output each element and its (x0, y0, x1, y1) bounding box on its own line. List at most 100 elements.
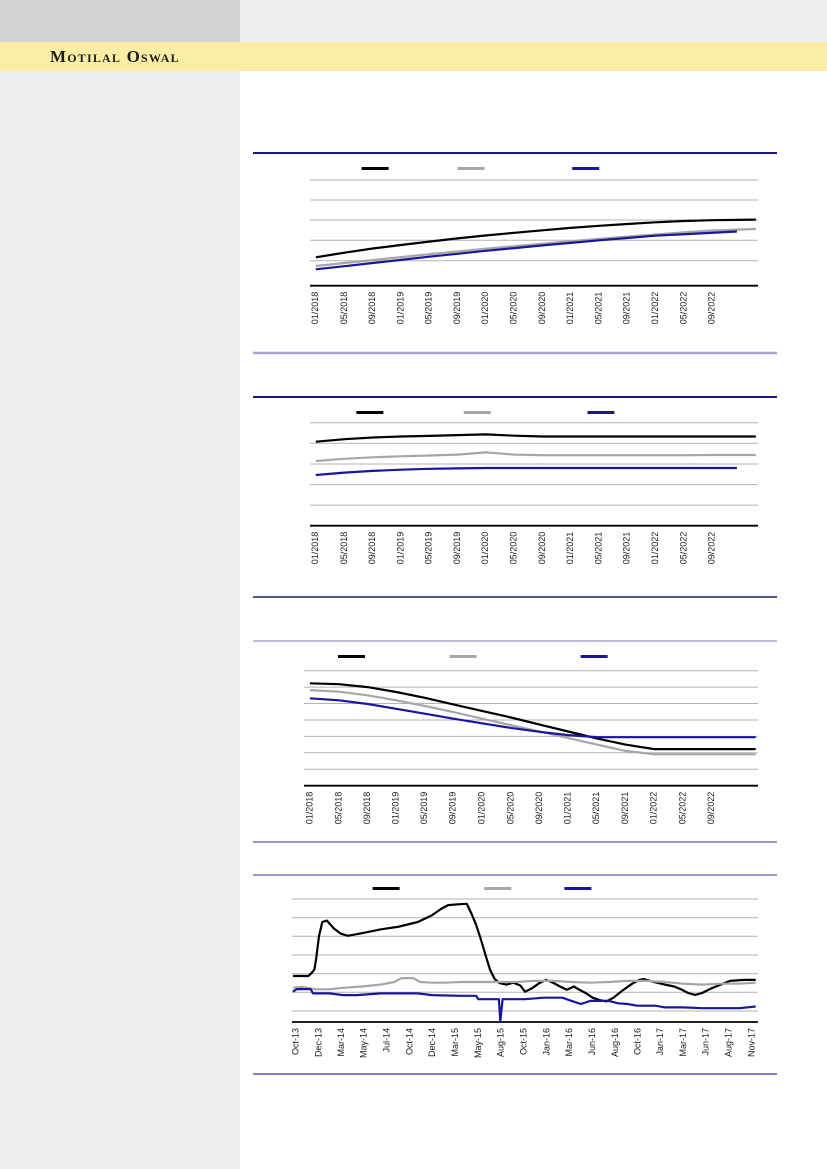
x-axis-label: 05/2021 (593, 532, 603, 565)
x-axis-label: 01/2019 (395, 532, 405, 565)
x-axis-label: 01/2018 (310, 292, 320, 325)
series-gray-line (309, 689, 756, 756)
series-black-line (292, 902, 756, 1003)
x-axis-label: 01/2021 (563, 792, 573, 825)
chart-4: Oct-13 Dec-13 Mar-14 May-14 Jul-14 Oct-14 Dec-… (250, 872, 785, 1078)
x-axis-label: Jul-14 (381, 1028, 391, 1053)
x-axis-label: 09/2022 (707, 292, 717, 325)
series-gray-line (315, 227, 756, 268)
x-axis-label: Oct-16 (633, 1028, 643, 1055)
x-axis-label: 09/2019 (452, 292, 462, 325)
x-axis-label: 09/2021 (622, 532, 632, 565)
legend-swatch-series-gray (449, 655, 477, 658)
series-black-line (315, 433, 756, 443)
x-axis-label: 09/2021 (620, 792, 630, 825)
x-axis-label: Oct-14 (404, 1028, 414, 1055)
legend-swatch-series-gray (463, 411, 491, 414)
x-axis-label: 05/2019 (424, 292, 434, 325)
x-axis-label: 01/2018 (310, 532, 320, 565)
series-blue-line (292, 987, 756, 1023)
x-axis-label: 05/2022 (677, 792, 687, 825)
x-axis-label: 05/2019 (424, 532, 434, 565)
x-axis-label: 05/2018 (333, 792, 343, 825)
x-axis-label: 05/2020 (509, 532, 519, 565)
x-axis-label: 01/2020 (480, 532, 490, 565)
x-axis-label: Mar-15 (450, 1028, 460, 1057)
chart-2: 01/2018 05/2018 09/2018 01/2019 05/2019 09/20… (250, 394, 785, 602)
brand-band (0, 42, 827, 71)
x-axis-label: Jan-16 (541, 1028, 551, 1056)
line-chart-svg: 01/2018 05/2018 09/2018 01/2019 05/2019 09/20… (253, 152, 777, 355)
x-axis-label: 01/2021 (565, 292, 575, 325)
x-axis-label: 05/2021 (591, 792, 601, 825)
x-axis-label: Jun-17 (701, 1028, 711, 1056)
legend-swatch-series-black (356, 411, 384, 414)
x-axis-label: 01/2022 (650, 532, 660, 565)
x-axis-label: 01/2022 (648, 792, 658, 825)
x-axis-label: 01/2020 (480, 292, 490, 325)
left-sidebar (0, 71, 240, 1169)
x-axis-label: 01/2020 (476, 792, 486, 825)
line-chart-svg: Oct-13 Dec-13 Mar-14 May-14 Jul-14 Oct-14 Dec-… (253, 874, 777, 1075)
x-axis-label: Mar-14 (336, 1028, 346, 1057)
legend-swatch-series-gray (484, 887, 512, 890)
x-axis-label: Dec-14 (427, 1028, 437, 1057)
chart-3: 01/2018 05/2018 09/2018 01/2019 05/2019 09/20… (250, 638, 785, 846)
x-axis-label: Nov-17 (746, 1028, 756, 1057)
x-axis-label: Mar-17 (678, 1028, 688, 1057)
legend-swatch-series-blue (572, 167, 600, 170)
x-axis-label: 09/2020 (534, 792, 544, 825)
x-axis-label: 05/2022 (678, 292, 688, 325)
x-axis-label: 01/2019 (391, 792, 401, 825)
series-gray-line (292, 976, 756, 991)
series-blue-line (315, 466, 737, 477)
x-axis-label: May-14 (359, 1028, 369, 1058)
x-axis-label: 09/2021 (622, 292, 632, 325)
x-axis-label: 05/2020 (509, 292, 519, 325)
x-axis-label: 09/2020 (537, 292, 547, 325)
series-blue-line (309, 697, 756, 739)
x-axis-label: 09/2018 (367, 292, 377, 325)
series-blue-line (315, 230, 737, 271)
series-black-line (315, 218, 756, 259)
x-axis-label: 09/2020 (537, 532, 547, 565)
line-chart-svg: 01/2018 05/2018 09/2018 01/2019 05/2019 09/20… (253, 396, 777, 598)
x-axis-label: Oct-13 (291, 1028, 301, 1055)
x-axis-label: 01/2019 (395, 292, 405, 325)
top-strip-right (240, 0, 827, 42)
series-gray-line (315, 451, 756, 463)
x-axis-label: 09/2019 (452, 532, 462, 565)
series-black-line (309, 682, 756, 751)
x-axis-label: 09/2018 (362, 792, 372, 825)
legend-swatch-series-black (338, 655, 366, 658)
x-axis-label: 05/2022 (678, 532, 688, 565)
x-axis-label: Oct-15 (518, 1028, 528, 1055)
x-axis-label: 05/2018 (339, 532, 349, 565)
x-axis-label: Aug-17 (723, 1028, 733, 1057)
x-axis-label: 01/2021 (565, 532, 575, 565)
x-axis-label: Jun-16 (587, 1028, 597, 1056)
legend-swatch-series-blue (587, 411, 615, 414)
x-axis-label: 01/2022 (650, 292, 660, 325)
x-axis-label: 05/2021 (593, 292, 603, 325)
x-axis-label: 01/2018 (304, 792, 314, 825)
legend-swatch-series-blue (580, 655, 608, 658)
x-axis-label: May-15 (473, 1028, 483, 1058)
x-axis-label: Dec-13 (313, 1028, 323, 1057)
x-axis-label: 05/2019 (419, 792, 429, 825)
x-axis-label: Mar-16 (564, 1028, 574, 1057)
legend-swatch-series-gray (457, 167, 485, 170)
x-axis-label: 05/2018 (339, 292, 349, 325)
x-axis-label: 09/2019 (448, 792, 458, 825)
x-axis-label: 05/2020 (505, 792, 515, 825)
chart-1: 01/2018 05/2018 09/2018 01/2019 05/2019 09/20… (250, 150, 785, 360)
x-axis-label: 09/2018 (367, 532, 377, 565)
x-axis-label: Aug-16 (610, 1028, 620, 1057)
legend-swatch-series-black (372, 887, 400, 890)
x-axis-label: 09/2022 (707, 532, 717, 565)
x-axis-label: Jan-17 (655, 1028, 665, 1056)
legend-swatch-series-blue (564, 887, 592, 890)
top-strip-left (0, 0, 240, 42)
x-axis-label: 09/2022 (706, 792, 716, 825)
